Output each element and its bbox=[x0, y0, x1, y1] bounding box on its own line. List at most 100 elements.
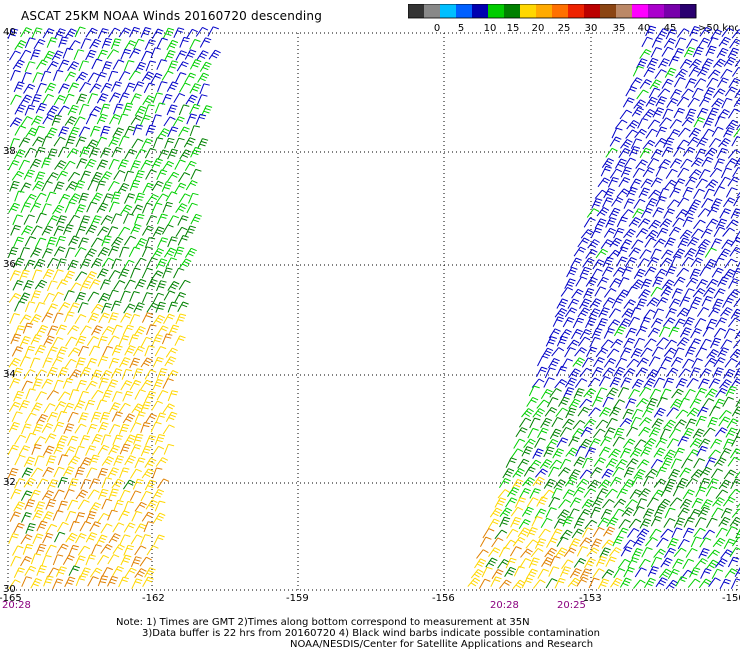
wind-barb bbox=[573, 517, 585, 529]
wind-barb bbox=[52, 69, 64, 81]
wind-barb bbox=[664, 179, 677, 190]
wind-barb bbox=[657, 498, 671, 509]
wind-barb bbox=[536, 366, 548, 378]
wind-barb bbox=[521, 446, 533, 457]
wind-barb bbox=[727, 456, 740, 467]
wind-barb bbox=[677, 197, 690, 208]
wind-barb bbox=[691, 358, 703, 369]
wind-barb bbox=[620, 377, 632, 388]
wind-barb bbox=[696, 406, 709, 417]
wind-barb bbox=[630, 138, 642, 149]
wind-barb bbox=[41, 555, 52, 566]
wind-barb bbox=[526, 497, 539, 508]
wind-barb bbox=[173, 27, 185, 39]
wind-barb bbox=[74, 26, 86, 38]
wind-barb bbox=[713, 327, 727, 338]
wind-barb bbox=[645, 128, 658, 139]
wind-barb bbox=[8, 421, 20, 433]
wind-barb bbox=[9, 313, 20, 324]
wind-barb bbox=[571, 528, 584, 539]
wind-barb bbox=[133, 325, 146, 336]
wind-barb bbox=[113, 499, 124, 511]
wind-barb bbox=[559, 426, 572, 437]
wind-barb bbox=[51, 291, 64, 303]
wind-barb bbox=[671, 288, 683, 299]
wind-barb bbox=[195, 26, 209, 37]
wind-barb bbox=[174, 335, 186, 346]
wind-barb bbox=[106, 226, 119, 237]
wind-barb bbox=[80, 38, 92, 49]
wind-barb bbox=[110, 300, 122, 312]
wind-barb bbox=[32, 423, 44, 435]
wind-barb bbox=[587, 377, 601, 388]
wind-barb bbox=[595, 347, 609, 358]
wind-barb bbox=[101, 37, 113, 49]
wind-barb bbox=[727, 149, 740, 159]
wind-barb bbox=[14, 478, 26, 489]
wind-barb bbox=[53, 466, 65, 478]
wind-barb bbox=[651, 37, 663, 48]
wind-barb bbox=[600, 508, 613, 520]
wind-barb bbox=[617, 558, 631, 569]
wind-barb bbox=[75, 271, 88, 282]
wind-barb bbox=[577, 406, 590, 417]
wind-barb bbox=[556, 335, 568, 347]
wind-barb bbox=[79, 325, 92, 336]
wind-barb bbox=[36, 413, 48, 425]
wind-barb bbox=[7, 28, 19, 39]
wind-barb bbox=[689, 567, 701, 578]
wind-barb bbox=[606, 387, 619, 398]
wind-barb bbox=[588, 308, 601, 319]
wind-barb bbox=[34, 369, 47, 380]
wind-barb bbox=[608, 207, 621, 218]
wind-barb bbox=[12, 545, 24, 556]
wind-barb bbox=[53, 136, 66, 147]
wind-barb bbox=[31, 269, 43, 281]
wind-barb bbox=[650, 515, 663, 527]
wind-barb bbox=[639, 249, 652, 259]
wind-barb bbox=[134, 568, 147, 578]
wind-barb bbox=[118, 27, 131, 38]
wind-barb bbox=[190, 168, 202, 180]
wind-barb bbox=[53, 443, 65, 455]
wind-barb bbox=[123, 235, 137, 246]
wind-barb bbox=[661, 46, 674, 57]
wind-barb bbox=[568, 436, 580, 447]
wind-barb bbox=[97, 575, 109, 587]
wind-barb bbox=[512, 579, 526, 590]
wind-barb bbox=[649, 79, 662, 90]
wind-barb bbox=[87, 489, 100, 500]
wind-barb bbox=[184, 49, 197, 60]
wind-barb bbox=[590, 467, 603, 477]
wind-barb bbox=[90, 215, 102, 226]
wind-barb bbox=[517, 527, 530, 538]
wind-barb bbox=[119, 467, 130, 479]
wind-barb bbox=[35, 391, 47, 402]
wind-barb bbox=[74, 445, 85, 457]
wind-barb bbox=[584, 447, 597, 458]
wind-barb bbox=[612, 466, 625, 477]
wind-barb bbox=[666, 98, 679, 108]
wind-barb bbox=[67, 499, 79, 511]
wind-barb bbox=[619, 577, 632, 588]
wind-barb bbox=[670, 458, 682, 469]
wind-barb bbox=[647, 327, 660, 338]
wind-barb bbox=[141, 511, 154, 522]
wind-barb bbox=[491, 569, 504, 580]
wind-barb bbox=[512, 536, 526, 547]
wind-barb bbox=[699, 338, 712, 350]
wind-barb bbox=[467, 577, 481, 587]
wind-barb bbox=[514, 497, 526, 508]
wind-barb bbox=[113, 455, 125, 466]
wind-barb bbox=[544, 547, 557, 558]
wind-barb bbox=[23, 477, 36, 488]
wind-barb bbox=[98, 312, 110, 323]
lon-label: -156 bbox=[432, 593, 455, 604]
wind-barb bbox=[601, 569, 615, 579]
wind-barb bbox=[478, 578, 491, 590]
wind-barb bbox=[641, 407, 654, 418]
wind-barb bbox=[14, 125, 27, 136]
wind-barb bbox=[18, 159, 30, 171]
wind-barb bbox=[9, 50, 21, 61]
wind-barb bbox=[172, 116, 185, 127]
